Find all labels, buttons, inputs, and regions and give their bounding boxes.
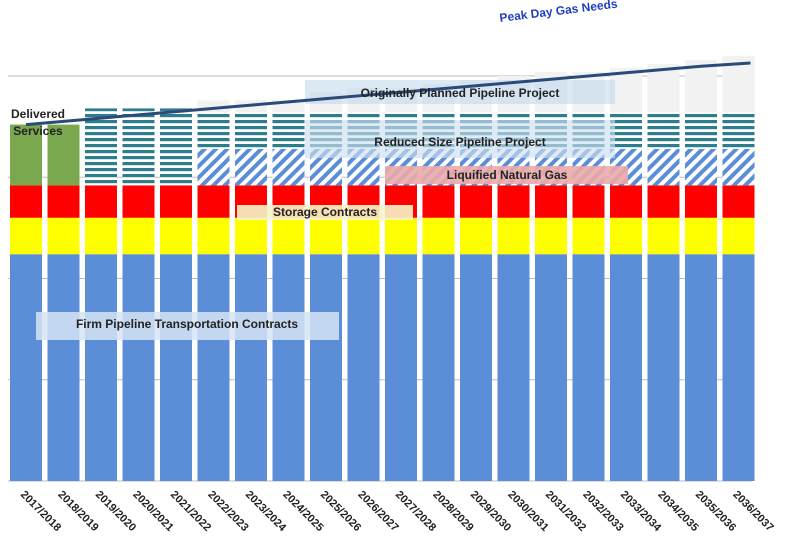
- bar-segment: [497, 254, 530, 481]
- bar-segment: [610, 112, 642, 149]
- label-box: [385, 166, 628, 184]
- bar-segment: [47, 124, 80, 186]
- bar-segment: [272, 254, 305, 481]
- bar-segment: [460, 217, 492, 255]
- bar-segment: [647, 185, 680, 218]
- lng-label: Liquified Natural Gas: [447, 168, 568, 182]
- bar-segment: [10, 185, 42, 218]
- bar-segment: [460, 185, 492, 218]
- bar-segment: [122, 217, 155, 255]
- bar-segment: [460, 254, 492, 481]
- bar-segment: [272, 217, 305, 255]
- bar-segment: [722, 148, 755, 186]
- x-tick-label: 2036/2037: [730, 489, 775, 534]
- bar-segment: [272, 112, 305, 149]
- delivered-label-line2: Services: [13, 124, 63, 138]
- label-box: [36, 312, 339, 340]
- bar-segment: [122, 254, 155, 481]
- bar-segment: [385, 217, 417, 255]
- bar-segment: [272, 148, 305, 186]
- bar-segment: [160, 185, 192, 218]
- delivered-label-line1: Delivered: [11, 107, 65, 121]
- bar-segment: [10, 124, 42, 186]
- bar-segment: [197, 254, 230, 481]
- bar-segment: [647, 217, 680, 255]
- bar-segment: [685, 254, 717, 481]
- peak-day-gas-needs-line: [25, 61, 751, 127]
- firm-pipeline-label: Firm Pipeline Transportation Contracts: [76, 317, 298, 331]
- peak-label: Peak Day Gas Needs: [499, 0, 619, 25]
- bar-segment: [347, 217, 380, 255]
- bar-segment: [160, 108, 192, 186]
- bar-segment: [497, 185, 530, 218]
- bar-segment: [122, 185, 155, 218]
- bar-segment: [535, 217, 567, 255]
- bar-segment: [722, 185, 755, 218]
- storage-label: Storage Contracts: [273, 205, 377, 219]
- bar-segment: [535, 185, 567, 218]
- bar-segment: [85, 254, 117, 481]
- bar-segment: [647, 112, 680, 149]
- bar-segment: [610, 254, 642, 481]
- bar-segment: [10, 254, 42, 481]
- bar-segment: [385, 254, 417, 481]
- label-box: [305, 120, 615, 158]
- bar-segment: [85, 108, 117, 186]
- bar-segment: [197, 185, 230, 218]
- bar-segment: [197, 148, 230, 186]
- bar-segment: [685, 185, 717, 218]
- bar-segment: [610, 217, 642, 255]
- original-pipeline-label: Originally Planned Pipeline Project: [361, 86, 560, 100]
- bar-segment: [610, 67, 642, 113]
- bar-segment: [685, 112, 717, 149]
- bar-segment: [572, 217, 605, 255]
- reduced-pipeline-label: Reduced Size Pipeline Project: [374, 135, 545, 149]
- bar-segment: [647, 148, 680, 186]
- bar-segment: [197, 112, 230, 149]
- bar-segment: [647, 63, 680, 113]
- bar-segment: [685, 217, 717, 255]
- bar-segment: [685, 148, 717, 186]
- bar-segment: [610, 185, 642, 218]
- bar-segment: [722, 112, 755, 149]
- bar-segment: [47, 185, 80, 218]
- bar-segment: [310, 217, 342, 255]
- bar-segment: [235, 254, 267, 481]
- bar-segment: [497, 217, 530, 255]
- label-box: [237, 205, 413, 220]
- bar-segment: [647, 254, 680, 481]
- bar-segment: [160, 217, 192, 255]
- bar-segment: [122, 108, 155, 186]
- label-box: [305, 80, 615, 104]
- bar-segment: [47, 217, 80, 255]
- bar-segment: [347, 254, 380, 481]
- label-backgrounds: [36, 80, 628, 340]
- bar-segment: [422, 254, 455, 481]
- bar-segment: [197, 217, 230, 255]
- bars: [10, 55, 755, 481]
- bar-segment: [235, 148, 267, 186]
- bar-segment: [422, 217, 455, 255]
- bar-segment: [235, 112, 267, 149]
- bar-segment: [722, 254, 755, 481]
- bar-segment: [85, 217, 117, 255]
- bar-segment: [722, 217, 755, 255]
- bar-segment: [310, 254, 342, 481]
- bar-segment: [572, 185, 605, 218]
- bar-segment: [47, 254, 80, 481]
- x-axis-ticks: 2017/20182018/20192019/20202020/20212021…: [18, 489, 776, 535]
- bar-segment: [422, 185, 455, 218]
- bar-segment: [235, 217, 267, 255]
- bar-segment: [160, 254, 192, 481]
- bar-segment: [85, 185, 117, 218]
- bar-segment: [572, 254, 605, 481]
- bar-segment: [10, 217, 42, 255]
- bar-segment: [535, 254, 567, 481]
